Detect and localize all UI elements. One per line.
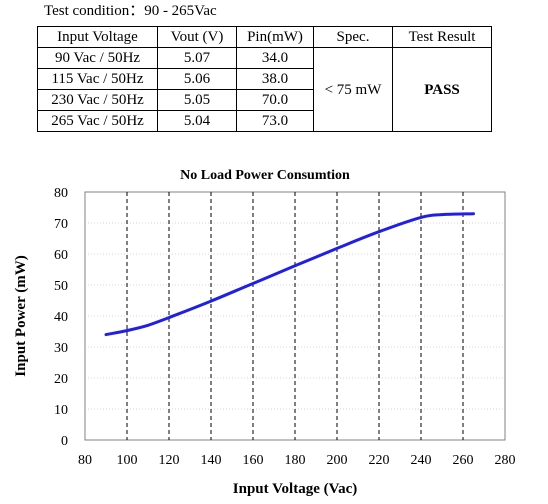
- grid-lines: [85, 192, 505, 440]
- cell-vout: 5.05: [157, 89, 237, 111]
- y-tick-label: 60: [54, 248, 68, 263]
- y-tick-label: 80: [54, 186, 68, 201]
- table-row: 90 Vac / 50Hz 5.07 34.0 < 75 mW PASS: [37, 47, 492, 132]
- chart-canvas: No Load Power Consumtion 0 10 20 30 40 50 60 70…: [13, 168, 516, 497]
- series-line: [104, 212, 475, 337]
- x-tick-label: 160: [243, 453, 264, 468]
- cell-pin: 38.0: [236, 68, 314, 90]
- test-condition: Test condition：90 - 265Vac: [44, 3, 217, 19]
- x-tick-label: 120: [159, 453, 180, 468]
- header-test-result: Test Result: [392, 26, 492, 48]
- table-row: 265 Vac / 50Hz 5.04 73.0: [37, 110, 492, 132]
- y-tick-label: 40: [54, 310, 68, 325]
- cell-vout: 5.04: [157, 110, 237, 132]
- x-tick-label: 100: [117, 453, 138, 468]
- x-tick-label: 180: [285, 453, 306, 468]
- cell-input-voltage: 265 Vac / 50Hz: [37, 110, 158, 132]
- header-input-voltage: Input Voltage: [37, 26, 158, 48]
- cell-vout: 5.06: [157, 68, 237, 90]
- test-results-table: Input Voltage Vout (V) Pin(mW) Spec. Tes…: [37, 26, 492, 132]
- y-tick-label: 50: [54, 279, 68, 294]
- x-axis-label: Input Voltage (Vac): [233, 481, 357, 497]
- x-tick-label: 200: [327, 453, 348, 468]
- y-tick-label: 70: [54, 217, 68, 232]
- y-axis: 0 10 20 30 40 50 60 70 80: [54, 186, 68, 449]
- cell-pin: 70.0: [236, 89, 314, 111]
- x-tick-label: 140: [201, 453, 222, 468]
- y-tick-label: 20: [54, 372, 68, 387]
- cell-input-voltage: 115 Vac / 50Hz: [37, 68, 158, 90]
- cell-input-voltage: 230 Vac / 50Hz: [37, 89, 158, 111]
- power-consumption-chart: No Load Power Consumtion 0 10 20 30 40 50 60 70…: [0, 160, 548, 504]
- cell-pin: 34.0: [236, 47, 314, 69]
- y-tick-label: 30: [54, 341, 68, 356]
- x-tick-label: 260: [453, 453, 474, 468]
- cell-input-voltage: 90 Vac / 50Hz: [37, 47, 158, 69]
- cell-vout: 5.07: [157, 47, 237, 69]
- chart-title: No Load Power Consumtion: [180, 168, 350, 183]
- table-row: 230 Vac / 50Hz 5.05 70.0: [37, 89, 492, 111]
- header-pin: Pin(mW): [236, 26, 314, 48]
- cell-pin: 73.0: [236, 110, 314, 132]
- cell-test-result: PASS: [392, 47, 492, 132]
- header-spec: Spec.: [313, 26, 393, 48]
- y-tick-label: 0: [61, 434, 68, 449]
- x-tick-label: 240: [411, 453, 432, 468]
- y-axis-label: Input Power (mW): [13, 255, 29, 376]
- table-header-row: Input Voltage Vout (V) Pin(mW) Spec. Tes…: [37, 26, 492, 48]
- y-tick-label: 10: [54, 403, 68, 418]
- x-tick-label: 220: [369, 453, 390, 468]
- x-tick-label: 80: [78, 453, 92, 468]
- header-vout: Vout (V): [157, 26, 237, 48]
- x-tick-label: 280: [495, 453, 516, 468]
- cell-spec: < 75 mW: [313, 47, 393, 132]
- x-axis: 80 100 120 140 160 180 200 220 240 260 280: [78, 453, 516, 468]
